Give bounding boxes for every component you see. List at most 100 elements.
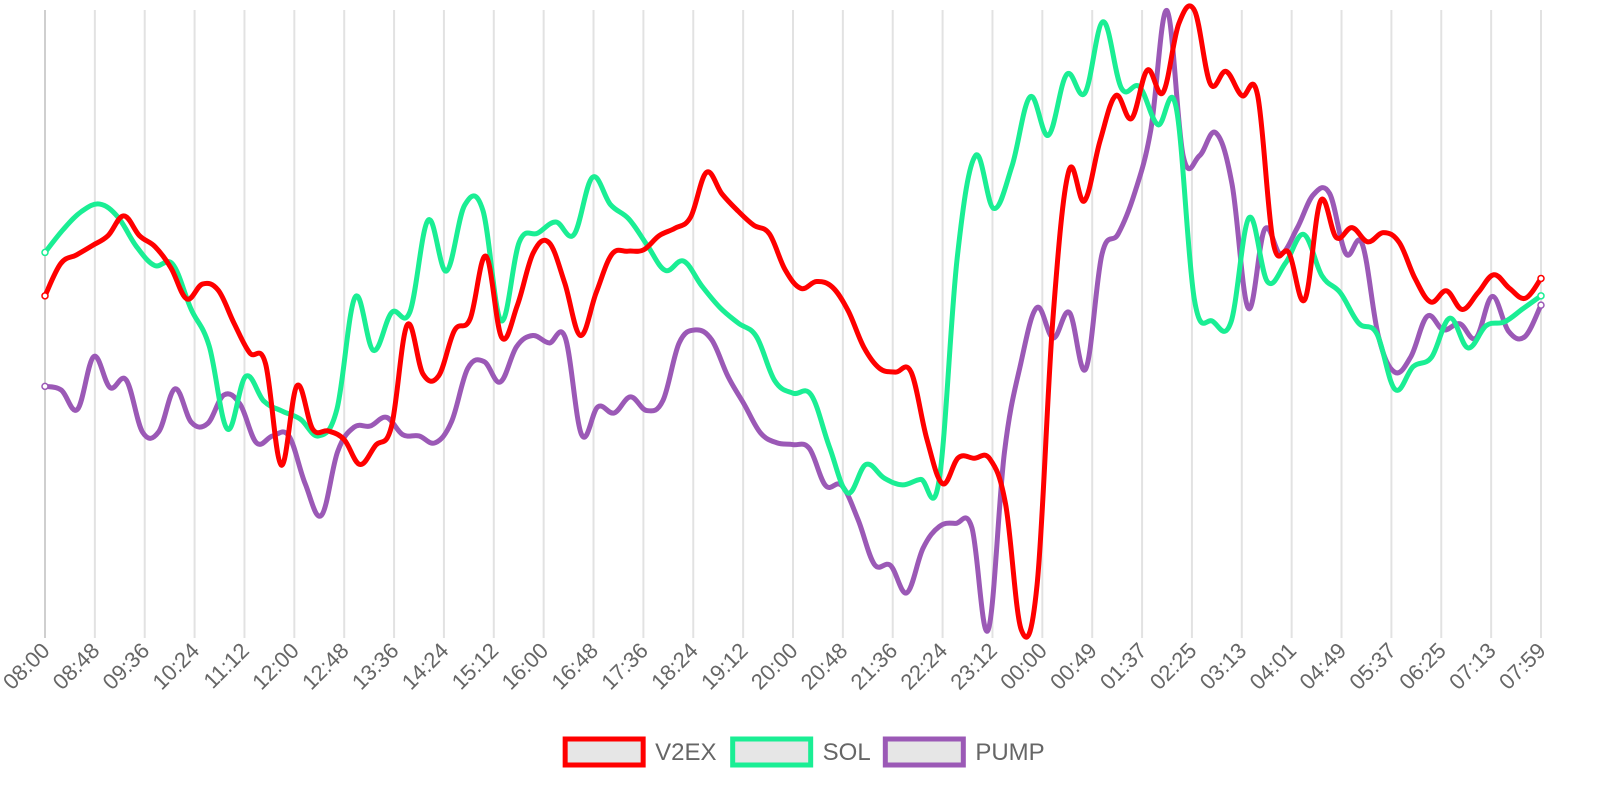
data-point [298,417,303,422]
data-point [1192,8,1197,13]
x-axis: 08:0008:4809:3610:2411:1212:0012:4813:36… [0,638,1551,695]
data-point [1327,191,1332,196]
data-point [279,463,284,468]
data-point [79,209,84,214]
data-point [41,248,49,257]
data-point [1228,320,1233,325]
x-tick-label: 19:12 [696,638,753,695]
data-point [1174,105,1179,110]
x-tick-label: 16:48 [546,638,603,695]
data-point [1397,240,1402,245]
series-line-sol [42,19,1544,501]
data-point [1365,239,1370,244]
data-point [188,306,193,311]
data-point [563,335,568,340]
data-point [465,366,470,371]
x-tick-label: 12:00 [247,638,304,695]
legend-swatch [730,736,814,768]
data-point [940,481,945,486]
data-point [791,442,795,447]
data-point [41,382,49,391]
data-point [1213,130,1218,135]
legend-item-pump[interactable]: PUMP [882,736,1045,768]
data-point [798,286,803,291]
x-tick-label: 23:12 [945,638,1002,695]
data-point [168,265,173,270]
legend-swatch [562,736,646,768]
data-point [1447,316,1452,321]
data-point [342,437,347,442]
x-tick-label: 04:49 [1294,638,1351,695]
legend-label: V2EX [655,739,716,766]
data-point [987,456,992,461]
data-point [657,233,662,238]
data-point [546,240,551,245]
data-point [261,399,266,404]
data-point [861,345,866,350]
data-point [184,296,189,301]
data-point [845,490,850,495]
data-point [389,424,394,429]
data-point [41,292,49,300]
data-point [1271,241,1276,246]
data-point [893,370,898,375]
data-point [1460,307,1465,312]
data-point [407,309,412,314]
data-point [1018,362,1023,367]
data-point [334,407,339,412]
series-v2ex [41,3,1545,640]
data-point [462,203,467,208]
data-point [1239,93,1244,98]
data-point [594,290,599,295]
data-point [904,590,909,595]
data-point [499,335,504,340]
data-point [672,226,677,231]
data-point [137,233,142,238]
data-point [1283,260,1288,265]
data-point [530,333,535,338]
legend-item-v2ex[interactable]: V2EX [562,736,717,768]
data-point [718,305,723,310]
data-point [1392,370,1397,375]
x-tick-label: 02:25 [1145,638,1202,695]
legend-label: SOL [823,739,871,766]
data-point [1490,294,1495,299]
data-point [725,374,730,379]
data-point [677,340,682,345]
data-point [225,427,230,432]
data-point [955,256,960,260]
data-point [1318,198,1323,203]
data-point [807,446,812,451]
series-lines [41,3,1545,640]
data-point [572,232,577,237]
data-point [877,366,882,371]
data-point [247,350,252,355]
data-point [254,440,259,445]
data-point [294,383,299,388]
data-point [351,425,356,430]
data-point [1019,628,1024,632]
data-point [310,427,315,432]
data-point [1119,86,1124,91]
data-point [1192,297,1197,302]
x-tick-label: 08:00 [0,638,55,695]
legend-item-sol[interactable]: SOL [730,736,871,768]
x-tick-label: 12:48 [297,638,354,695]
data-point [626,216,631,221]
data-point [468,316,473,321]
data-point [156,429,161,434]
x-tick-label: 09:36 [98,638,155,695]
data-point [1046,133,1051,138]
x-tick-label: 01:37 [1095,638,1152,695]
data-point [693,327,698,332]
data-point [1265,279,1270,284]
data-point [553,220,558,225]
data-point [688,215,693,220]
data-point [59,388,64,393]
data-point [918,477,923,482]
x-tick-label: 14:24 [397,638,454,695]
data-point [1537,274,1545,283]
data-point [1247,215,1252,220]
data-point [625,249,630,254]
x-tick-label: 04:01 [1245,638,1302,695]
